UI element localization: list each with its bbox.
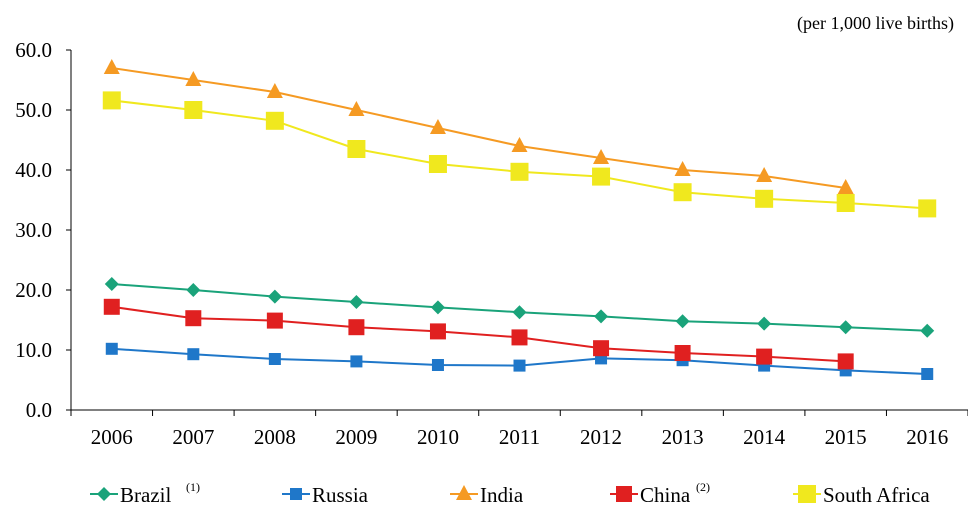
data-point-india [756,167,773,182]
series-line-india [111,67,846,189]
data-point-china [103,298,120,315]
data-point-brazil [104,277,119,291]
legend-marker-india [456,485,472,500]
data-point-russia [187,348,200,361]
data-point-china [185,310,202,327]
data-point-india [185,71,202,86]
data-point-russia [350,355,363,368]
x-tick-label: 2008 [254,425,296,449]
legend-marker-brazil [97,487,111,501]
data-point-south-africa [428,155,447,173]
data-point-brazil [186,283,201,297]
data-point-india [511,137,528,152]
x-tick-label: 2015 [825,425,867,449]
data-point-china [511,329,528,346]
data-point-china [348,319,365,336]
y-tick-label: 50.0 [15,98,52,122]
unit-label: (per 1,000 live births) [797,13,954,33]
data-point-china [429,323,446,340]
legend-label-india: India [480,483,524,507]
data-point-south-africa [673,183,692,202]
data-point-south-africa [102,91,121,110]
y-tick-label: 20.0 [15,278,52,302]
series-line-china [111,305,846,363]
data-point-brazil [267,289,282,304]
data-point-india [348,101,365,116]
data-point-china [674,345,691,361]
x-tick-label: 2016 [906,425,948,449]
y-tick-label: 0.0 [26,398,52,422]
data-point-south-africa [918,199,937,218]
data-point-brazil [675,314,690,329]
data-point-brazil [349,295,364,309]
data-point-russia [268,353,281,365]
data-point-brazil [430,300,445,315]
data-point-south-africa [347,140,366,158]
data-point-india [593,149,610,164]
x-tick-label: 2009 [335,425,377,449]
data-point-india [674,161,691,176]
data-point-south-africa [755,189,774,208]
data-point-south-africa [510,162,529,181]
data-point-brazil [920,323,935,338]
legend-note-brazil: (1) [186,480,200,494]
legend-marker-south-africa [798,485,816,503]
x-tick-label: 2007 [172,425,214,449]
legend-label-south-africa: South Africa [823,483,930,507]
x-tick-label: 2014 [743,425,786,449]
data-point-south-africa [836,194,855,212]
data-point-india [103,59,120,74]
data-point-south-africa [184,101,203,119]
data-point-india [837,179,854,194]
legend-label-china: China [640,483,691,507]
data-point-russia [431,359,444,371]
data-point-russia [513,359,526,372]
data-point-russia [921,368,934,380]
legend-note-china: (2) [696,480,710,494]
x-tick-label: 2006 [91,425,133,449]
legend-marker-russia [290,488,302,500]
data-point-russia [105,342,118,355]
y-tick-label: 40.0 [15,158,52,182]
data-point-india [429,119,446,134]
x-tick-label: 2010 [417,425,459,449]
y-tick-label: 10.0 [15,338,52,362]
legend-marker-china [616,486,632,502]
y-tick-label: 30.0 [15,218,52,242]
x-tick-label: 2012 [580,425,622,449]
data-point-brazil [838,320,853,335]
data-point-south-africa [265,111,284,130]
data-point-brazil [594,309,609,324]
data-point-south-africa [592,167,611,186]
x-tick-label: 2013 [662,425,704,449]
data-point-china [756,348,773,365]
legend-label-russia: Russia [312,483,369,507]
data-point-brazil [757,316,772,331]
x-tick-label: 2011 [499,425,540,449]
data-point-china [593,340,610,357]
legend-label-brazil: Brazil [120,483,171,507]
y-tick-label: 60.0 [15,38,52,62]
data-point-india [266,83,283,98]
data-point-china [837,353,854,370]
series-line-south-africa [111,99,928,210]
data-point-brazil [512,305,527,320]
data-point-china [266,312,283,329]
